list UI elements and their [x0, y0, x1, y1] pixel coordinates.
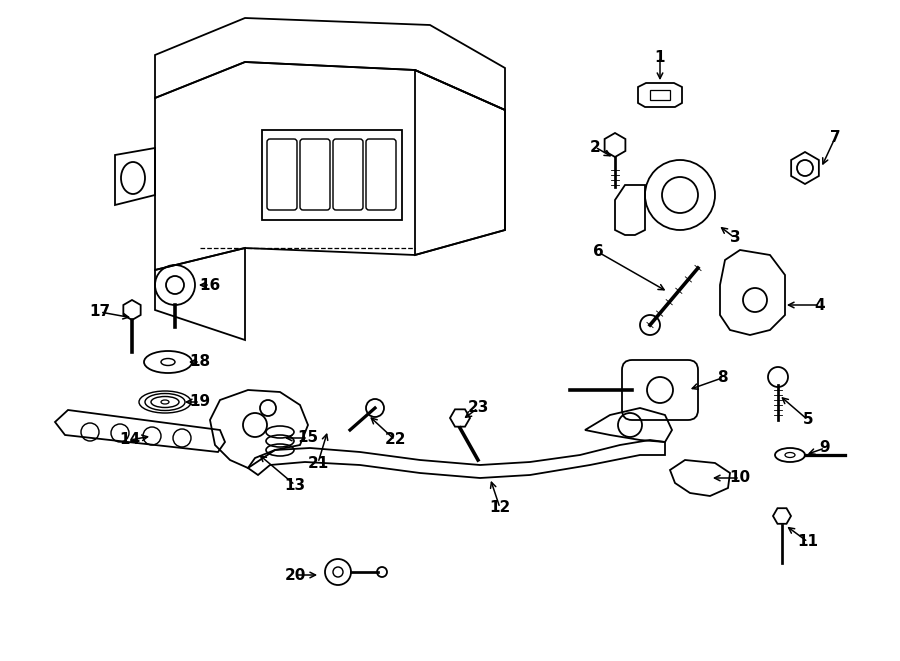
Text: 9: 9: [820, 440, 831, 455]
Text: 16: 16: [200, 278, 220, 293]
Text: 21: 21: [308, 455, 328, 471]
Text: 7: 7: [830, 130, 841, 145]
Text: 10: 10: [729, 471, 751, 485]
Text: 15: 15: [297, 430, 319, 446]
Text: 19: 19: [189, 395, 211, 410]
Text: 11: 11: [797, 535, 818, 549]
Text: 23: 23: [467, 401, 489, 416]
Text: 22: 22: [384, 432, 406, 447]
Text: 20: 20: [284, 568, 306, 582]
Text: 13: 13: [284, 477, 306, 492]
Text: 6: 6: [592, 245, 603, 260]
Text: 4: 4: [814, 297, 825, 313]
Text: 12: 12: [490, 500, 510, 516]
Text: 5: 5: [803, 412, 814, 428]
Text: 14: 14: [120, 432, 140, 447]
Text: 1: 1: [655, 50, 665, 65]
Text: 17: 17: [89, 305, 111, 319]
Text: 3: 3: [730, 231, 741, 245]
Text: 2: 2: [590, 139, 600, 155]
Text: 8: 8: [716, 371, 727, 385]
Text: 18: 18: [189, 354, 211, 369]
